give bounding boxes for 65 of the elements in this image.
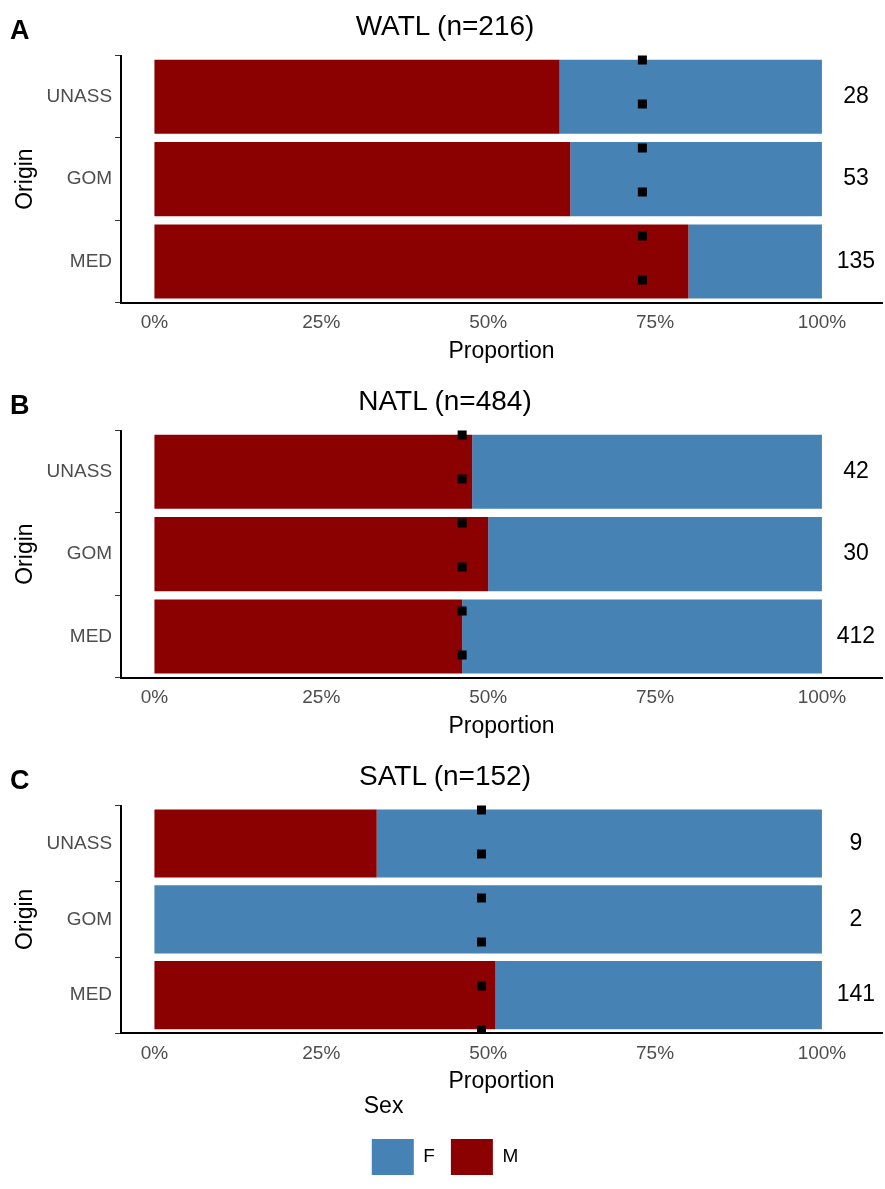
bar	[472, 434, 822, 509]
chart-title: SATL (n=152)	[359, 759, 531, 791]
x-axis-title: Proportion	[448, 711, 555, 738]
bar	[495, 960, 822, 1030]
x-tick-label: 0%	[140, 686, 169, 708]
y-tick-label: UNASS	[46, 85, 113, 106]
y-tick-label: MED	[69, 249, 113, 271]
x-axis-title: Proportion	[448, 336, 555, 363]
chart-title: NATL (n=484)	[358, 384, 532, 416]
bar	[154, 960, 496, 1030]
x-axis-title: Proportion	[448, 1066, 555, 1093]
bar	[376, 809, 822, 878]
x-tick-label: 75%	[636, 311, 675, 333]
annotation: 9	[849, 828, 863, 855]
x-tick-label: 75%	[636, 1041, 675, 1063]
x-tick-label: 50%	[469, 1041, 508, 1063]
x-tick-label: 75%	[636, 686, 675, 708]
y-tick-label: UNASS	[46, 831, 113, 853]
x-tick-label: 100%	[797, 1041, 847, 1063]
legend-title: Sex	[363, 1092, 404, 1119]
bar	[154, 224, 689, 299]
x-tick-label: 0%	[140, 311, 169, 333]
annotation: 412	[836, 621, 876, 648]
legend-label: F	[423, 1145, 435, 1167]
bar	[559, 59, 822, 134]
chart-title: WATL (n=216)	[355, 9, 535, 41]
bar	[154, 517, 489, 592]
annotation: 135	[836, 246, 876, 273]
bar	[688, 224, 822, 299]
text: B	[10, 389, 30, 420]
bar	[154, 809, 377, 878]
y-tick-label: GOM	[66, 542, 113, 564]
x-tick-label: 100%	[797, 311, 847, 333]
bar	[570, 142, 822, 217]
y-axis-title: Origin	[11, 523, 38, 585]
y-tick-label: GOM	[66, 167, 113, 189]
x-tick-label: 25%	[302, 686, 341, 708]
bar	[154, 59, 560, 134]
bar	[488, 517, 822, 592]
bar	[154, 434, 473, 509]
annotation: 30	[843, 539, 869, 566]
bar	[154, 885, 822, 954]
y-tick-label: UNASS	[46, 460, 113, 481]
x-tick-label: 50%	[469, 311, 508, 333]
y-tick-label: MED	[69, 983, 113, 1005]
annotation: 2	[849, 904, 863, 931]
x-tick-label: 0%	[140, 1041, 169, 1063]
text: A	[10, 14, 30, 45]
y-axis-title: Origin	[11, 148, 38, 210]
x-tick-label: 50%	[469, 686, 508, 708]
x-tick-label: 100%	[797, 686, 847, 708]
y-tick-label: GOM	[66, 907, 113, 929]
text: C	[10, 764, 30, 795]
bar	[154, 599, 463, 674]
y-axis-title: Origin	[11, 888, 38, 950]
annotation: 42	[843, 457, 869, 484]
y-tick-label: MED	[69, 624, 113, 646]
x-tick-label: 25%	[302, 311, 341, 333]
legend-label: M	[502, 1145, 519, 1167]
annotation: 28	[843, 82, 869, 109]
x-tick-label: 25%	[302, 1041, 341, 1063]
annotation: 53	[843, 164, 869, 191]
annotation: 141	[836, 980, 876, 1007]
bar	[462, 599, 822, 674]
bar	[154, 142, 571, 217]
